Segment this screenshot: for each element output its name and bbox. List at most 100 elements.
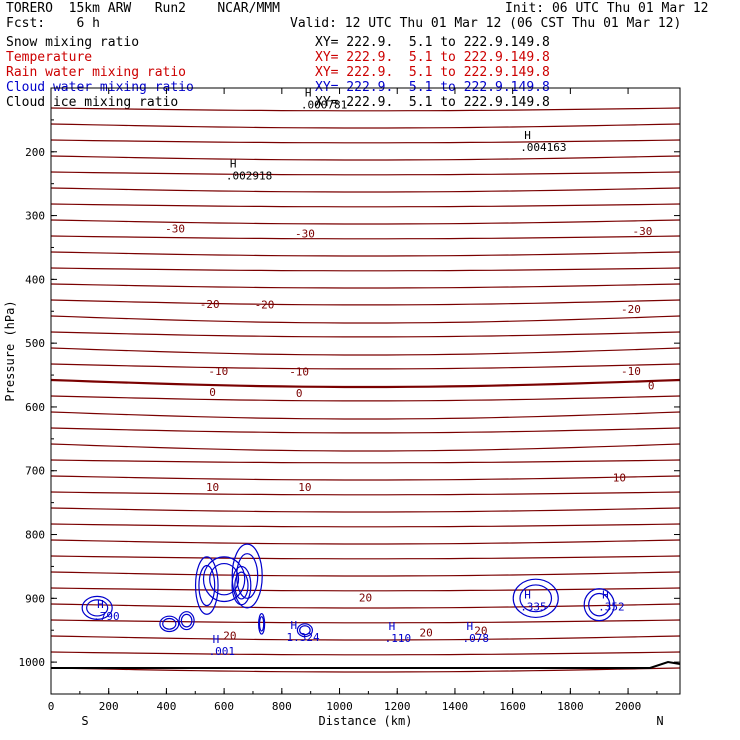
isotherm-label: 0 bbox=[648, 380, 655, 393]
x-tick-label: 1000 bbox=[326, 700, 353, 713]
temperature-isotherm bbox=[50, 459, 681, 464]
extremum-marker: H bbox=[213, 633, 220, 646]
temperature-isotherm bbox=[50, 651, 681, 656]
legend-rain: Rain water mixing ratio bbox=[6, 65, 187, 80]
isotherm-label: 20 bbox=[474, 624, 487, 637]
isotherm-label: -10 bbox=[208, 365, 228, 378]
isotherm-label: 10 bbox=[298, 481, 311, 494]
temperature-contours: -30 -30 -30 -20 -20 -20 -10 -10 -10 0 0 0 10 10 10 20 20… bbox=[50, 107, 681, 673]
temperature-isotherm bbox=[50, 363, 681, 370]
temperature-isotherm bbox=[50, 443, 681, 452]
isotherm-label: -20 bbox=[200, 298, 220, 311]
temperature-isotherm bbox=[50, 235, 681, 240]
temperature-isotherm bbox=[50, 635, 681, 641]
temperature-isotherm bbox=[50, 219, 681, 225]
south-label: S bbox=[81, 714, 88, 728]
x-tick-label: 400 bbox=[156, 700, 176, 713]
extremum-value: .004163 bbox=[520, 141, 566, 154]
cloud-water-contour bbox=[231, 543, 263, 609]
extremum-marker: H bbox=[466, 620, 473, 633]
temperature-isotherm bbox=[50, 491, 681, 496]
y-tick-label: 500 bbox=[25, 337, 45, 350]
cloud-water-contour bbox=[162, 617, 177, 630]
north-label: N bbox=[656, 714, 663, 728]
temperature-isotherm bbox=[50, 523, 681, 528]
extremum-value: .078 bbox=[462, 632, 489, 645]
x-tick-label: 0 bbox=[48, 700, 55, 713]
extremum-marker: H bbox=[524, 588, 531, 601]
extremum-value: .001 bbox=[209, 645, 236, 658]
isotherm-label: -20 bbox=[255, 299, 275, 312]
cloud-water-contour bbox=[258, 613, 266, 635]
y-tick-label: 400 bbox=[25, 273, 45, 286]
extremum-marker: H bbox=[97, 598, 104, 611]
cloud-water-contour bbox=[588, 592, 611, 617]
temperature-isotherm bbox=[50, 107, 681, 112]
extremum-value: 1.324 bbox=[286, 631, 319, 644]
cloud-water-contour bbox=[86, 599, 109, 617]
temperature-isotherm bbox=[50, 507, 681, 513]
temperature-isotherm bbox=[50, 603, 681, 609]
extremum-value: .110 bbox=[385, 632, 412, 645]
x-tick-label: 1400 bbox=[442, 700, 469, 713]
forecast-hour: Fcst: 6 h bbox=[6, 16, 100, 31]
extremum-marker: H bbox=[305, 86, 312, 99]
plot-frame bbox=[50, 87, 681, 695]
cloud-water-contours bbox=[81, 543, 615, 638]
x-tick-label: 2000 bbox=[615, 700, 642, 713]
cloud-water-contour bbox=[512, 578, 559, 619]
legend-snow-xy: XY= 222.9. 5.1 to 222.9.149.8 bbox=[315, 35, 550, 50]
extremum-value: .000781 bbox=[301, 98, 347, 111]
isotherm-label: 0 bbox=[296, 387, 303, 400]
cloud-water-contour bbox=[209, 562, 240, 596]
temperature-isotherm bbox=[50, 155, 681, 161]
temperature-isotherm bbox=[50, 378, 681, 389]
x-tick-label: 800 bbox=[272, 700, 292, 713]
temperature-isotherm bbox=[50, 203, 681, 208]
x-tick-label: 200 bbox=[99, 700, 119, 713]
cloud-water-contour bbox=[258, 616, 265, 632]
cloud-water-contour bbox=[194, 556, 219, 615]
temperature-isotherm bbox=[50, 571, 681, 577]
surface-line bbox=[51, 660, 681, 669]
legend-cloud-ice-xy: XY= 222.9. 5.1 to 222.9.149.8 bbox=[315, 95, 550, 110]
isotherm-label: 20 bbox=[223, 630, 236, 643]
y-tick-label: 700 bbox=[25, 465, 45, 478]
isotherm-label: -30 bbox=[165, 223, 185, 236]
temperature-isotherm bbox=[50, 123, 681, 129]
temperature-isotherm bbox=[50, 139, 681, 144]
cloud-water-contour bbox=[178, 611, 195, 631]
extrema-labels: H.002918H.004163H.000781H.790H.001H1.324… bbox=[93, 86, 624, 658]
temperature-isotherm bbox=[50, 475, 681, 481]
temperature-isotherm bbox=[50, 347, 681, 356]
valid-time: Valid: 12 UTC Thu 01 Mar 12 (06 CST Thu … bbox=[290, 16, 682, 31]
temperature-isotherm bbox=[50, 299, 681, 306]
model-run-title: TORERO 15km ARW Run2 NCAR/MMM bbox=[6, 1, 280, 16]
cloud-water-contour bbox=[296, 623, 314, 638]
isotherm-label: -10 bbox=[621, 365, 641, 378]
temperature-isotherm bbox=[50, 539, 681, 545]
cloud-water-contour bbox=[198, 564, 216, 607]
temperature-isotherm bbox=[50, 331, 681, 338]
isotherm-label: -30 bbox=[633, 225, 653, 238]
y-tick-label: 200 bbox=[25, 146, 45, 159]
temperature-isotherm bbox=[50, 315, 681, 324]
x-tick-label: 1200 bbox=[384, 700, 411, 713]
temperature-isotherm bbox=[50, 587, 681, 592]
extremum-marker: H bbox=[524, 129, 531, 142]
y-tick-label: 600 bbox=[25, 401, 45, 414]
legend-cloud-ice: Cloud ice mixing ratio bbox=[6, 95, 179, 110]
temperature-isotherm bbox=[50, 283, 681, 289]
x-tick-label: 1800 bbox=[557, 700, 584, 713]
isotherm-label: 10 bbox=[206, 481, 219, 494]
isotherm-label: -20 bbox=[621, 303, 641, 316]
x-tick-label: 1600 bbox=[499, 700, 526, 713]
temperature-isotherm bbox=[50, 395, 681, 402]
cloud-water-contour bbox=[234, 571, 249, 600]
isotherm-label: 10 bbox=[613, 471, 626, 484]
extremum-marker: H bbox=[602, 588, 609, 601]
temperature-isotherm bbox=[50, 187, 681, 193]
y-tick-label: 300 bbox=[25, 210, 45, 223]
temperature-isotherm bbox=[50, 427, 681, 434]
cloud-water-contour bbox=[159, 615, 180, 633]
